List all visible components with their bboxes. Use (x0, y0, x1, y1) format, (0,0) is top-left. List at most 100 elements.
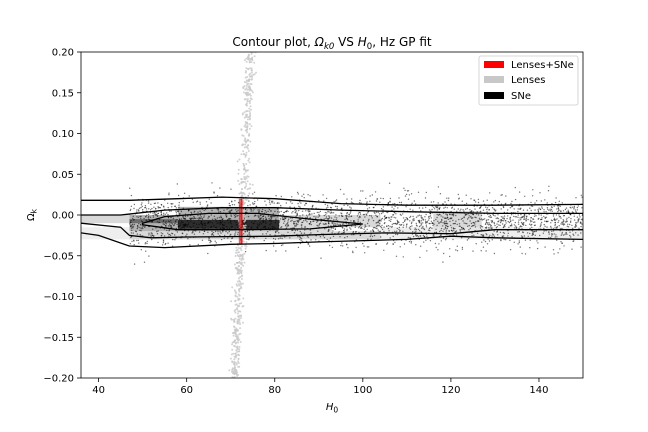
lenses-point (238, 290, 241, 293)
sne-point (374, 191, 377, 193)
sne-point (544, 199, 546, 201)
sne-point (332, 212, 335, 214)
sne-point (560, 217, 562, 219)
lenses-point (246, 131, 249, 134)
sne-point (170, 226, 172, 228)
sne-point (545, 230, 547, 232)
sne-point (319, 222, 322, 224)
lenses-point (243, 261, 246, 264)
sne-point (149, 209, 152, 211)
sne-point (501, 194, 503, 196)
sne-point (425, 191, 427, 194)
sne-point (231, 204, 234, 206)
sne-point (519, 246, 521, 248)
sne-point (161, 233, 164, 235)
sne-point (186, 233, 188, 235)
sne-point (181, 221, 183, 224)
sne-point (289, 201, 292, 203)
sne-point (259, 215, 262, 217)
sne-point (433, 220, 435, 222)
lenses-point (234, 290, 237, 293)
sne-point (429, 212, 431, 214)
lenses-scatter-points (228, 52, 257, 378)
sne-point (538, 207, 540, 209)
sne-point (150, 234, 152, 236)
sne-point (332, 235, 335, 238)
sne-point (399, 223, 401, 226)
sne-point (565, 232, 567, 234)
sne-point (149, 216, 152, 218)
sne-point (307, 211, 310, 213)
sne-point (139, 226, 141, 229)
sne-point (482, 246, 485, 248)
lenses-point (238, 265, 240, 267)
sne-point (393, 212, 396, 214)
sne-point (203, 230, 206, 232)
sne-point (325, 217, 327, 220)
sne-point (269, 203, 271, 205)
sne-point (454, 222, 456, 225)
sne-point (291, 196, 293, 198)
sne-point (517, 243, 519, 245)
density-cell (129, 231, 381, 240)
sne-point (363, 228, 365, 230)
sne-point (415, 228, 418, 231)
legend-label-lenses: Lenses (511, 75, 545, 86)
sne-point (438, 222, 440, 224)
sne-point (531, 195, 534, 197)
sne-point (407, 219, 409, 221)
sne-point (554, 227, 556, 229)
sne-point (555, 197, 557, 199)
sne-point (285, 250, 287, 252)
lenses-point (243, 166, 246, 169)
sne-point (334, 205, 337, 208)
sne-point (131, 223, 134, 225)
y-tick-label: 0.10 (52, 129, 74, 140)
sne-point (425, 221, 427, 223)
sne-point (489, 223, 491, 225)
sne-point (517, 210, 519, 213)
sne-point (411, 202, 413, 204)
sne-point (539, 208, 542, 210)
lenses-point (234, 335, 237, 338)
sne-point (560, 241, 562, 243)
sne-point (440, 221, 442, 223)
lenses-point (244, 76, 247, 79)
sne-point (377, 211, 379, 214)
sne-point (297, 246, 300, 249)
sne-point (196, 223, 198, 225)
sne-point (335, 219, 337, 221)
lenses-point (246, 98, 249, 100)
sne-point (490, 216, 493, 218)
sne-point (572, 233, 574, 235)
sne-point (272, 215, 274, 218)
sne-point (229, 221, 232, 223)
sne-point (201, 222, 203, 225)
sne-point (442, 216, 444, 218)
sne-point (332, 227, 334, 229)
sne-point (258, 224, 260, 226)
lenses-point (245, 113, 248, 116)
sne-point (510, 223, 513, 225)
sne-point (445, 229, 447, 231)
sne-point (370, 238, 372, 240)
sne-point (567, 226, 570, 228)
sne-point (184, 215, 187, 218)
sne-point (141, 226, 143, 228)
sne-point (520, 221, 523, 224)
sne-point (532, 231, 534, 233)
lenses-point (247, 147, 249, 150)
sne-point (328, 228, 330, 231)
sne-point (463, 210, 465, 212)
sne-point (268, 208, 271, 211)
sne-point (217, 231, 219, 233)
sne-point (536, 240, 538, 242)
sne-point (289, 206, 291, 208)
sne-point (211, 230, 213, 233)
sne-point (235, 221, 237, 224)
sne-point (571, 230, 574, 232)
sne-point (287, 210, 289, 213)
lenses-point (238, 255, 241, 258)
sne-point (570, 214, 572, 216)
sne-point (364, 216, 366, 218)
